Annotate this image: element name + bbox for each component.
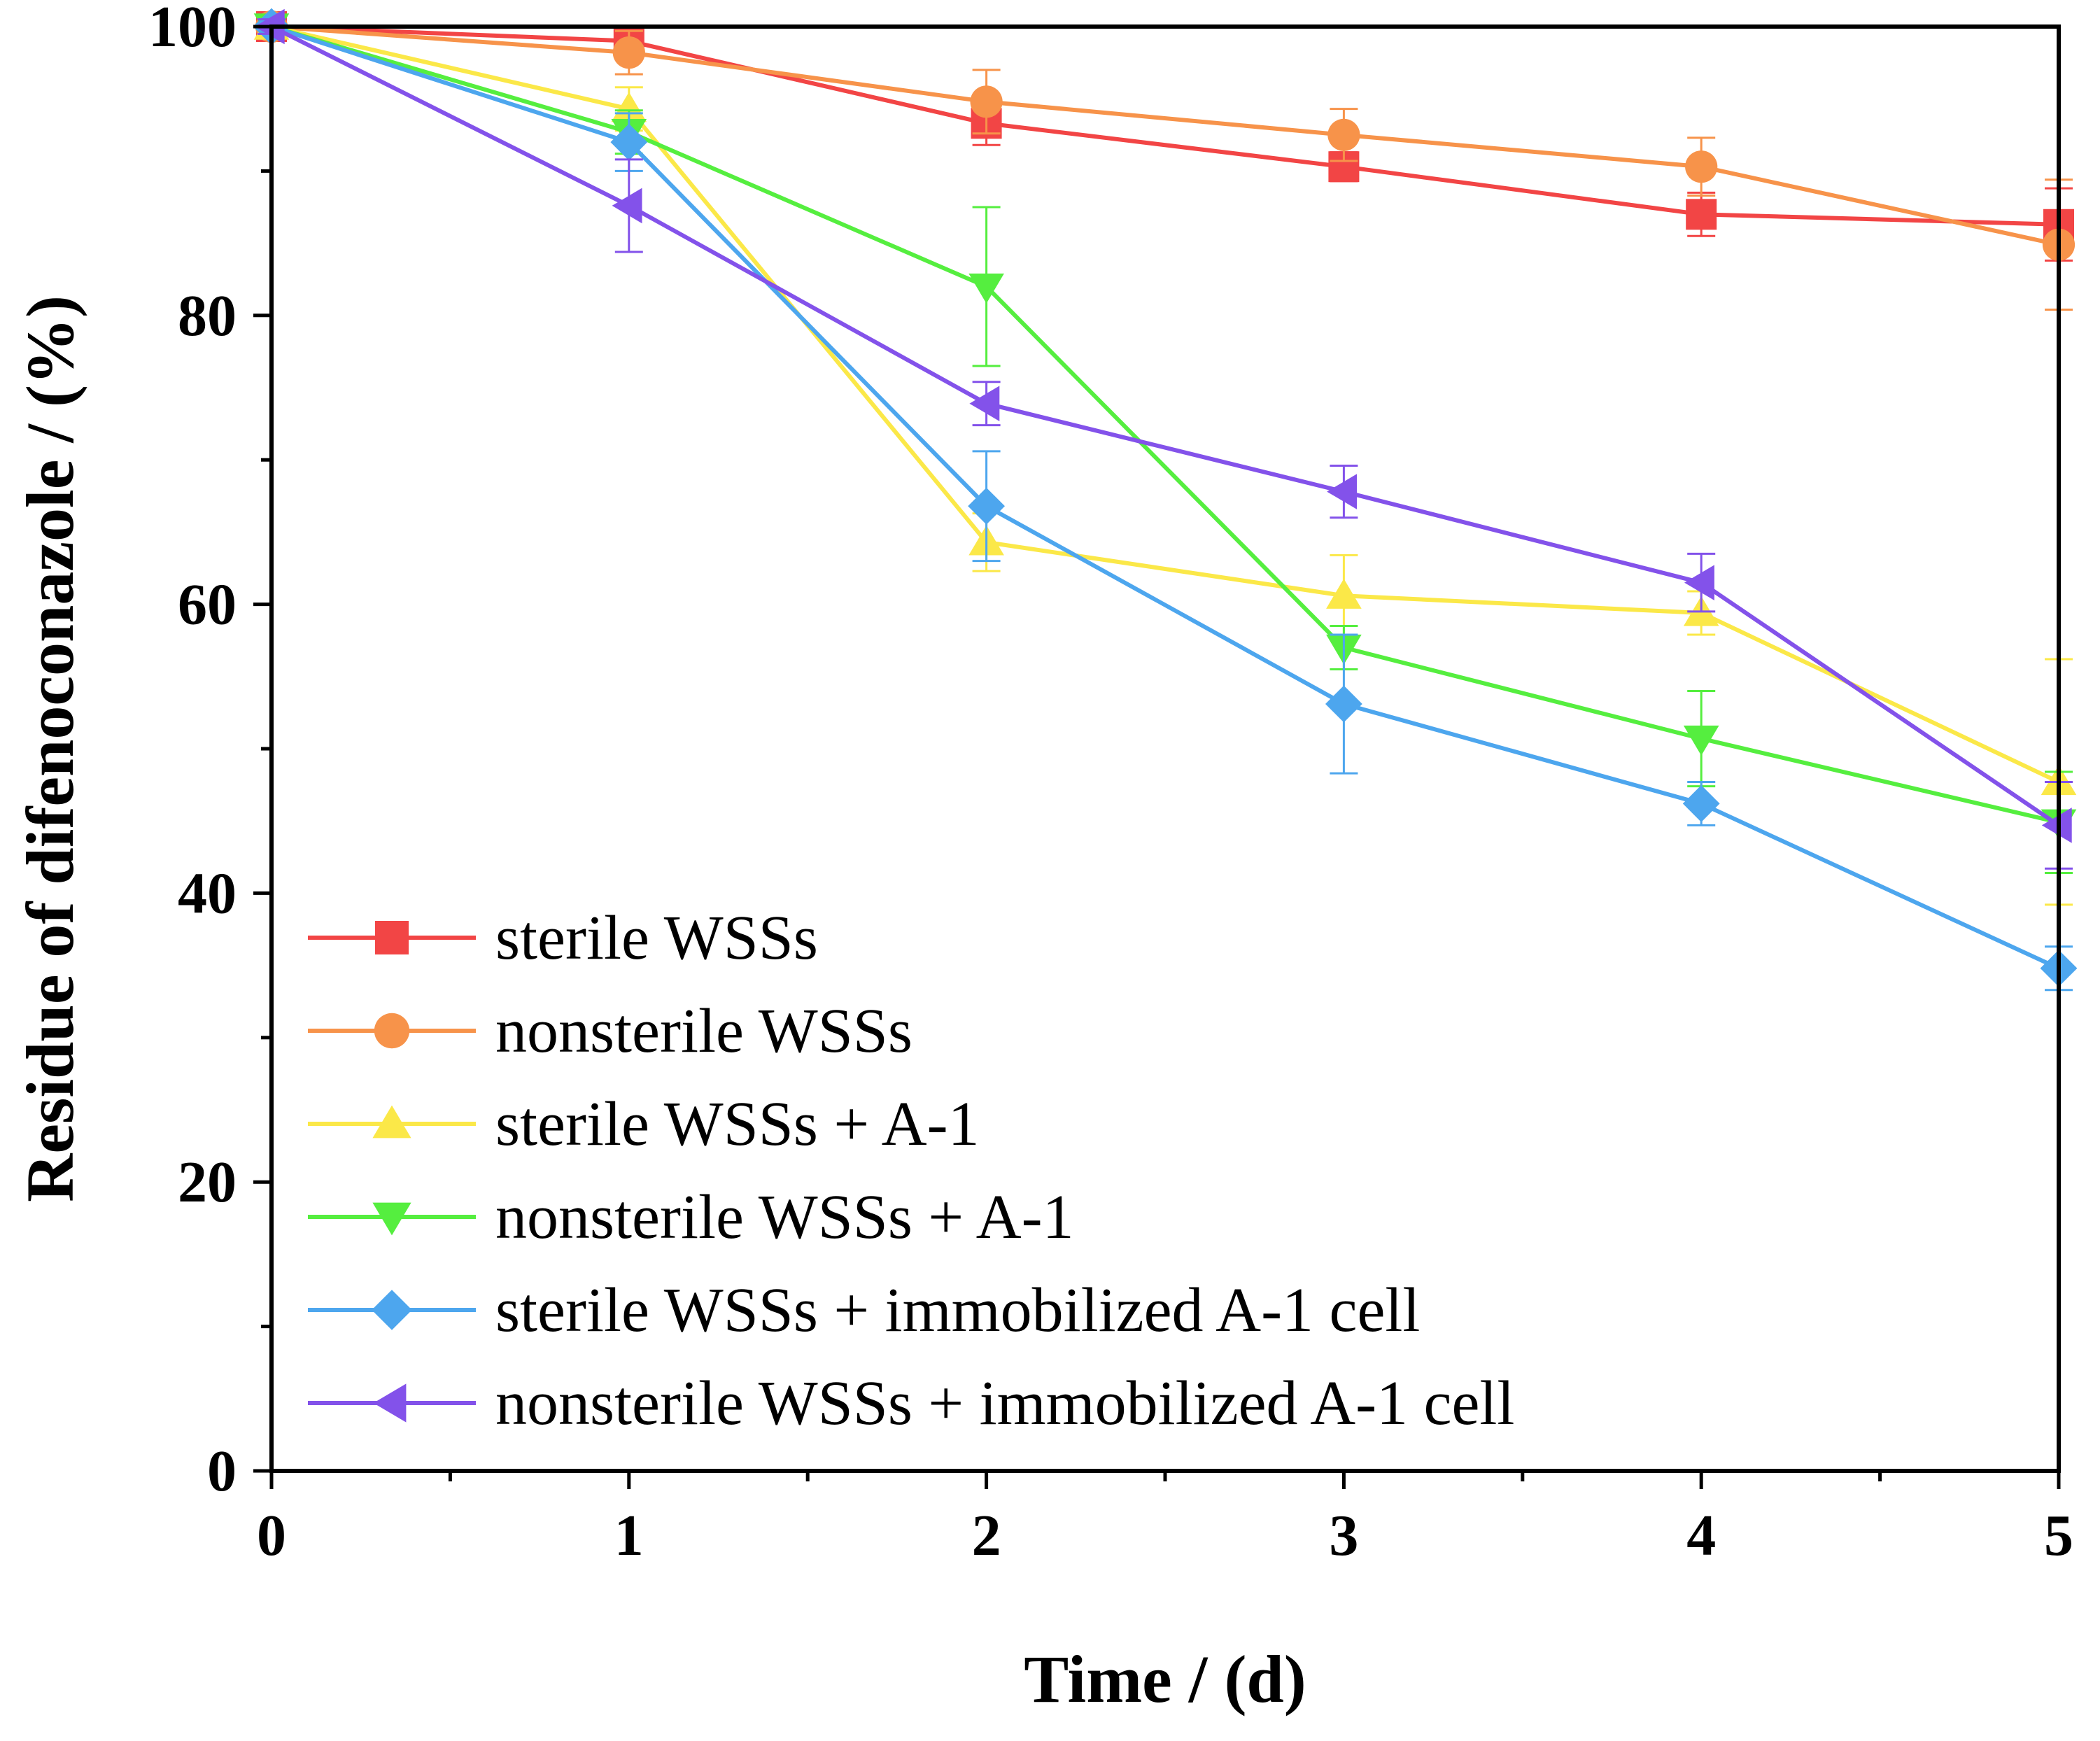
x-tick-label: 3	[1329, 1503, 1358, 1568]
data-point	[1327, 118, 1360, 151]
legend: sterile WSSs nonsterile WSSs sterile WSSs …	[308, 903, 1514, 1438]
data-point	[968, 487, 1005, 525]
legend-item: sterile WSSs + A-1	[308, 1090, 980, 1159]
legend-item: nonsterile WSSs + A-1	[308, 1183, 1074, 1252]
legend-label: nonsterile WSSs	[495, 996, 912, 1066]
data-point	[1326, 579, 1362, 609]
y-axis-title: Residue of difenoconazole / (%)	[13, 295, 87, 1202]
series-line	[271, 24, 2059, 825]
data-point	[1684, 565, 1714, 600]
x-tick-label: 1	[614, 1503, 644, 1568]
data-point	[610, 123, 648, 161]
y-tick-label: 40	[178, 861, 237, 926]
data-point	[1686, 199, 1717, 230]
legend-item: nonsterile WSSs + immobilized A-1 cell	[308, 1369, 1514, 1438]
legend-item: nonsterile WSSs	[308, 996, 912, 1066]
legend-marker	[374, 1013, 410, 1049]
series-line	[271, 24, 2060, 784]
x-tick-label: 0	[257, 1503, 286, 1568]
legend-label: sterile WSSs	[495, 903, 818, 973]
legend-marker	[372, 1290, 412, 1330]
data-point	[1682, 785, 1720, 822]
series-line	[271, 24, 2060, 971]
data-point	[1685, 150, 1718, 183]
x-tick-label: 5	[2044, 1503, 2073, 1568]
y-tick-label: 60	[178, 572, 237, 637]
y-tick-label: 20	[178, 1150, 237, 1215]
legend-marker	[372, 1105, 411, 1139]
series-line	[271, 24, 2059, 227]
legend-marker	[375, 921, 409, 954]
series-6	[254, 8, 2073, 870]
data-point	[612, 188, 642, 224]
legend-item: sterile WSSs	[308, 903, 818, 973]
axes: 0 1 2 3 4 5 0 20 40 60 80 100	[148, 0, 2073, 1568]
data-point	[969, 386, 1000, 422]
x-tick-label: 4	[1686, 1503, 1716, 1568]
data-point	[611, 92, 647, 122]
legend-marker	[373, 1383, 407, 1423]
series-line	[271, 24, 2059, 247]
y-tick-label: 100	[148, 0, 237, 59]
data-point	[970, 85, 1003, 118]
y-tick-label: 0	[207, 1439, 237, 1504]
x-tick-label: 2	[972, 1503, 1001, 1568]
y-tick-label: 80	[178, 283, 237, 348]
data-point	[1327, 474, 1358, 509]
x-axis-title: Time / (d)	[1024, 1642, 1306, 1717]
data-point	[1325, 685, 1362, 723]
data-point	[612, 36, 645, 69]
legend-label: sterile WSSs + immobilized A-1 cell	[495, 1276, 1420, 1345]
series-line	[270, 24, 2060, 827]
data-point	[968, 273, 1004, 304]
legend-label: nonsterile WSSs + immobilized A-1 cell	[495, 1369, 1514, 1438]
legend-label: sterile WSSs + A-1	[495, 1090, 980, 1159]
data-point	[1683, 725, 1719, 756]
legend-label: nonsterile WSSs + A-1	[495, 1183, 1074, 1252]
legend-marker	[372, 1202, 411, 1236]
legend-item: sterile WSSs + immobilized A-1 cell	[308, 1276, 1420, 1345]
